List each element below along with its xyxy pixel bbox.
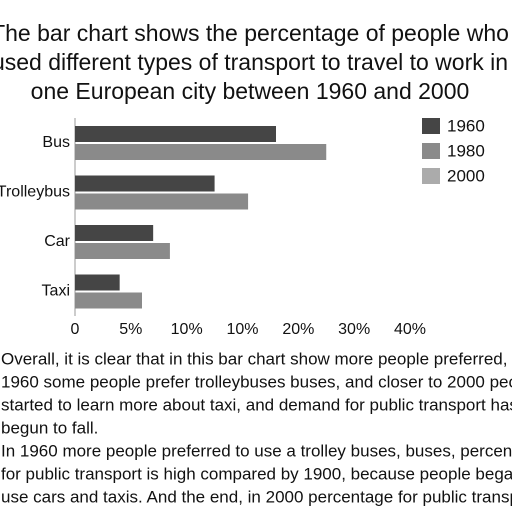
bar — [75, 175, 215, 192]
y-tick-label: Trolleybus — [0, 184, 70, 201]
y-tick-label: Taxi — [42, 283, 70, 300]
bar — [75, 144, 327, 160]
legend-swatch — [422, 168, 440, 184]
legend-label: 1980 — [447, 141, 485, 160]
paragraph-line: In 1960 more people preferred to use a t… — [1, 441, 512, 460]
bar — [75, 274, 120, 291]
paragraph-line: for public transport is high compared by… — [1, 464, 512, 483]
legend-swatch — [422, 118, 440, 134]
bar — [75, 126, 276, 142]
x-tick-label: 30% — [338, 321, 370, 338]
x-tick-label: 20% — [282, 321, 314, 338]
bar — [75, 225, 154, 241]
legend-swatch — [422, 143, 440, 159]
x-tick-label: 5% — [119, 321, 142, 338]
paragraph-line: use cars and taxis. And the end, in 2000… — [1, 487, 512, 506]
paragraph-line: 1960 some people prefer trolleybuses bus… — [1, 372, 512, 391]
bar — [75, 193, 249, 210]
x-tick-label: 0 — [71, 321, 80, 338]
x-tick-label: 10% — [171, 321, 203, 338]
legend-label: 2000 — [447, 166, 485, 185]
paragraph-line: begun to fall. — [1, 418, 98, 437]
y-tick-label: Car — [44, 233, 70, 250]
paragraph-line: Overall, it is clear that in this bar ch… — [1, 349, 512, 368]
legend-label: 1960 — [447, 116, 485, 135]
bar — [75, 243, 170, 259]
chart-title: used different types of transport to tra… — [0, 49, 508, 75]
chart-title: The bar chart shows the percentage of pe… — [0, 20, 509, 46]
chart-title: one European city between 1960 and 2000 — [31, 78, 470, 104]
paragraph-line: started to learn more about taxi, and de… — [1, 395, 512, 414]
x-tick-label: 40% — [394, 321, 426, 338]
x-tick-label: 10% — [226, 321, 258, 338]
bar — [75, 292, 142, 309]
y-tick-label: Bus — [42, 134, 70, 151]
